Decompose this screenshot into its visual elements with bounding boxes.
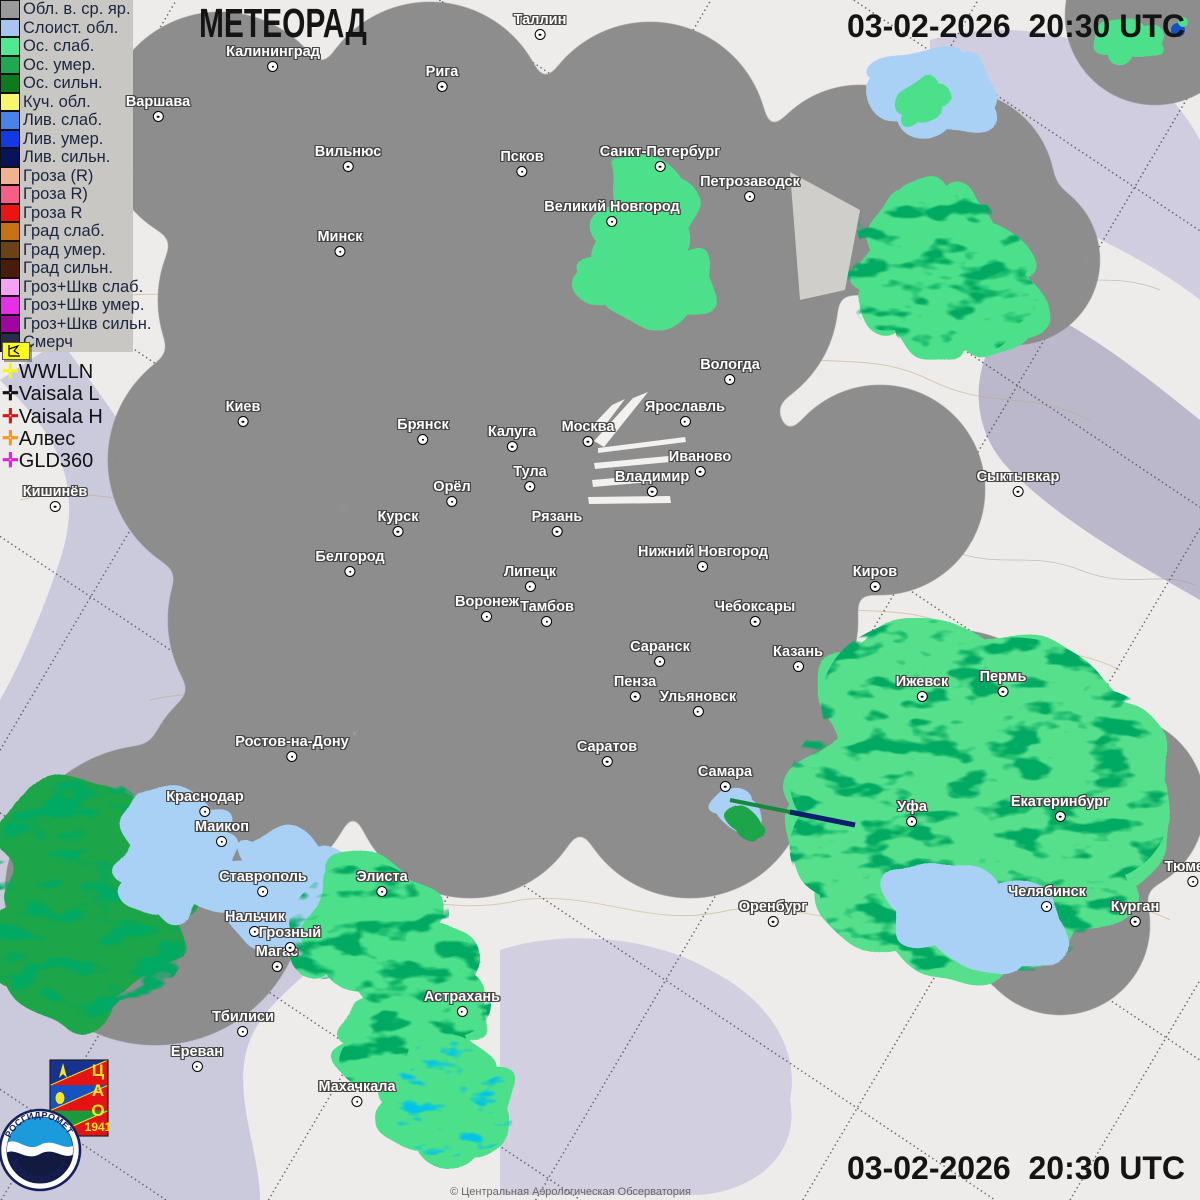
svg-text:1941: 1941 [85, 1120, 110, 1134]
svg-text:Ц: Ц [92, 1061, 105, 1080]
svg-text:О: О [91, 1101, 104, 1120]
svg-text:А: А [92, 1081, 104, 1100]
